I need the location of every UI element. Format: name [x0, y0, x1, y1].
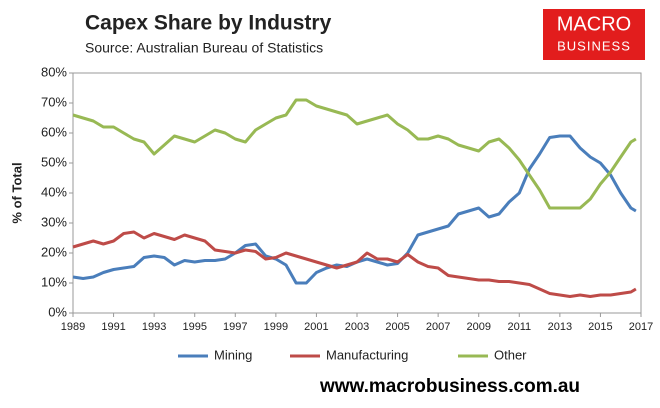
x-tick-label: 2013 [548, 321, 572, 333]
logo-text: BUSINESS [557, 38, 631, 53]
y-tick-label: 40% [41, 184, 67, 199]
x-tick-label: 2003 [345, 321, 369, 333]
x-tick-label: 1999 [264, 321, 288, 333]
x-tick-label: 2005 [385, 321, 409, 333]
x-tick-label: 1991 [101, 321, 125, 333]
x-tick-label: 2011 [507, 321, 531, 333]
x-tick-label: 1993 [142, 321, 166, 333]
chart-subtitle: Source: Australian Bureau of Statistics [85, 40, 323, 56]
y-tick-label: 70% [41, 94, 67, 109]
y-tick-label: 60% [41, 124, 67, 139]
series-line [72, 230, 637, 298]
y-tick-label: 30% [41, 214, 67, 229]
series-line [72, 98, 637, 210]
legend-label: Other [494, 347, 527, 362]
logo-text: MACRO [557, 13, 631, 35]
x-tick-label: 2007 [426, 321, 450, 333]
x-tick-label: 2001 [304, 321, 328, 333]
legend-label: Manufacturing [326, 347, 408, 362]
x-tick-label: 2015 [588, 321, 612, 333]
chart-title: Capex Share by Industry [85, 12, 332, 35]
y-tick-label: 20% [41, 244, 67, 259]
x-tick-label: 1989 [61, 321, 85, 333]
x-tick-label: 1995 [182, 321, 206, 333]
y-tick-label: 0% [48, 304, 67, 319]
x-tick-label: 1997 [223, 321, 247, 333]
plot-frame [72, 72, 642, 314]
x-tick-label: 2017 [629, 321, 653, 333]
legend-label: Mining [214, 347, 252, 362]
y-axis-label: % of Total [9, 162, 24, 223]
y-tick-label: 80% [41, 64, 67, 79]
y-tick-label: 10% [41, 274, 67, 289]
x-tick-label: 2009 [466, 321, 490, 333]
website: www.macrobusiness.com.au [319, 376, 580, 397]
y-tick-label: 50% [41, 154, 67, 169]
logo [543, 9, 645, 60]
